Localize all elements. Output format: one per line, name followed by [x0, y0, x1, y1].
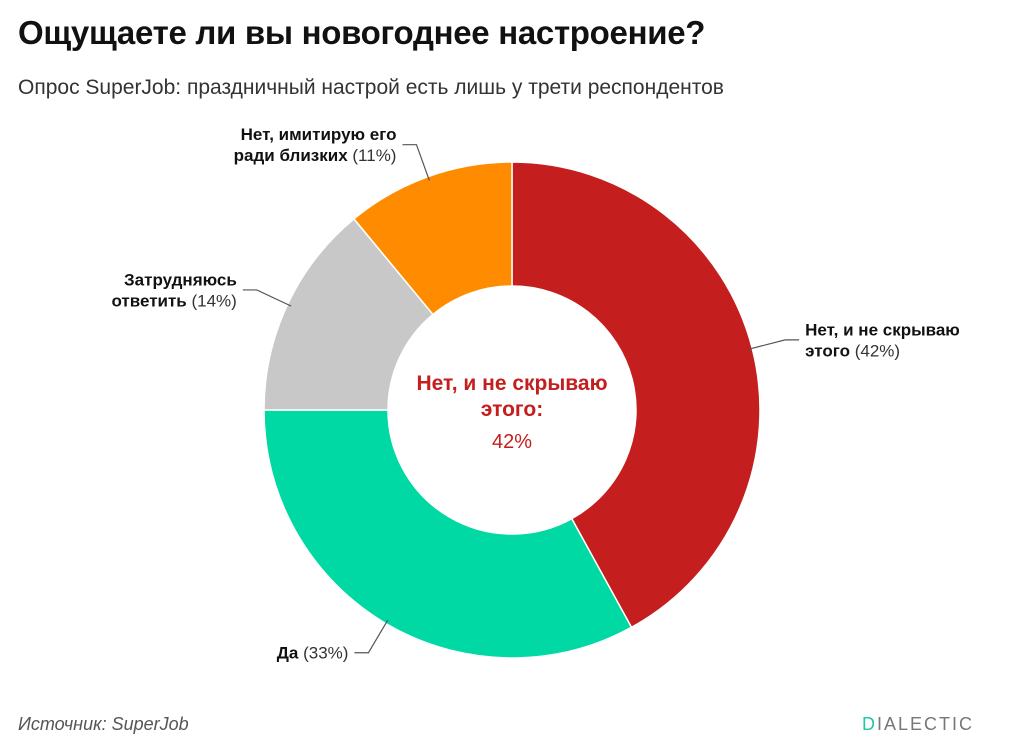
- donut-slice-0: [511, 161, 761, 629]
- slice-label-2: Затрудняюсь ответить (14%): [111, 270, 236, 310]
- brand-logo-accent: D: [861, 714, 877, 734]
- leader-lines-layer: [242, 144, 800, 654]
- slice-label-0: Нет, и не скрываю этого (42%): [805, 320, 960, 360]
- donut-slice-1: [263, 409, 633, 659]
- slice-label-3: Нет, имитирую его ради близких (11%): [234, 125, 397, 165]
- donut-chart: Нет, и не скрываю этого (42%) Да (33%) Затр…: [111, 125, 959, 663]
- slices-layer: [263, 161, 761, 659]
- donut-slice-2: [263, 217, 435, 411]
- leader-line-3: [402, 144, 430, 181]
- chart-title: Ощущаете ли вы новогоднее настроение?: [18, 14, 706, 51]
- leader-line-1: [354, 619, 389, 654]
- leader-line-2: [242, 289, 292, 307]
- slice-labels-layer: Нет, и не скрываю этого (42%) Да (33%) Затр…: [111, 125, 959, 663]
- slice-label-1: Да (33%): [277, 644, 349, 663]
- brand-logo-text: IALECTIC: [876, 714, 974, 734]
- chart-subtitle: Опрос SuperJob: праздничный настрой есть…: [18, 76, 724, 99]
- brand-logo: DIALECTIC: [862, 714, 974, 735]
- center-label-layer: Нет, и не скрываю этого: 42%: [416, 372, 607, 453]
- leader-line-0: [748, 339, 800, 350]
- center-label: Нет, и не скрываю этого: 42%: [416, 372, 607, 453]
- source-note: Источник: SuperJob: [18, 714, 189, 734]
- donut-slice-3: [352, 161, 513, 316]
